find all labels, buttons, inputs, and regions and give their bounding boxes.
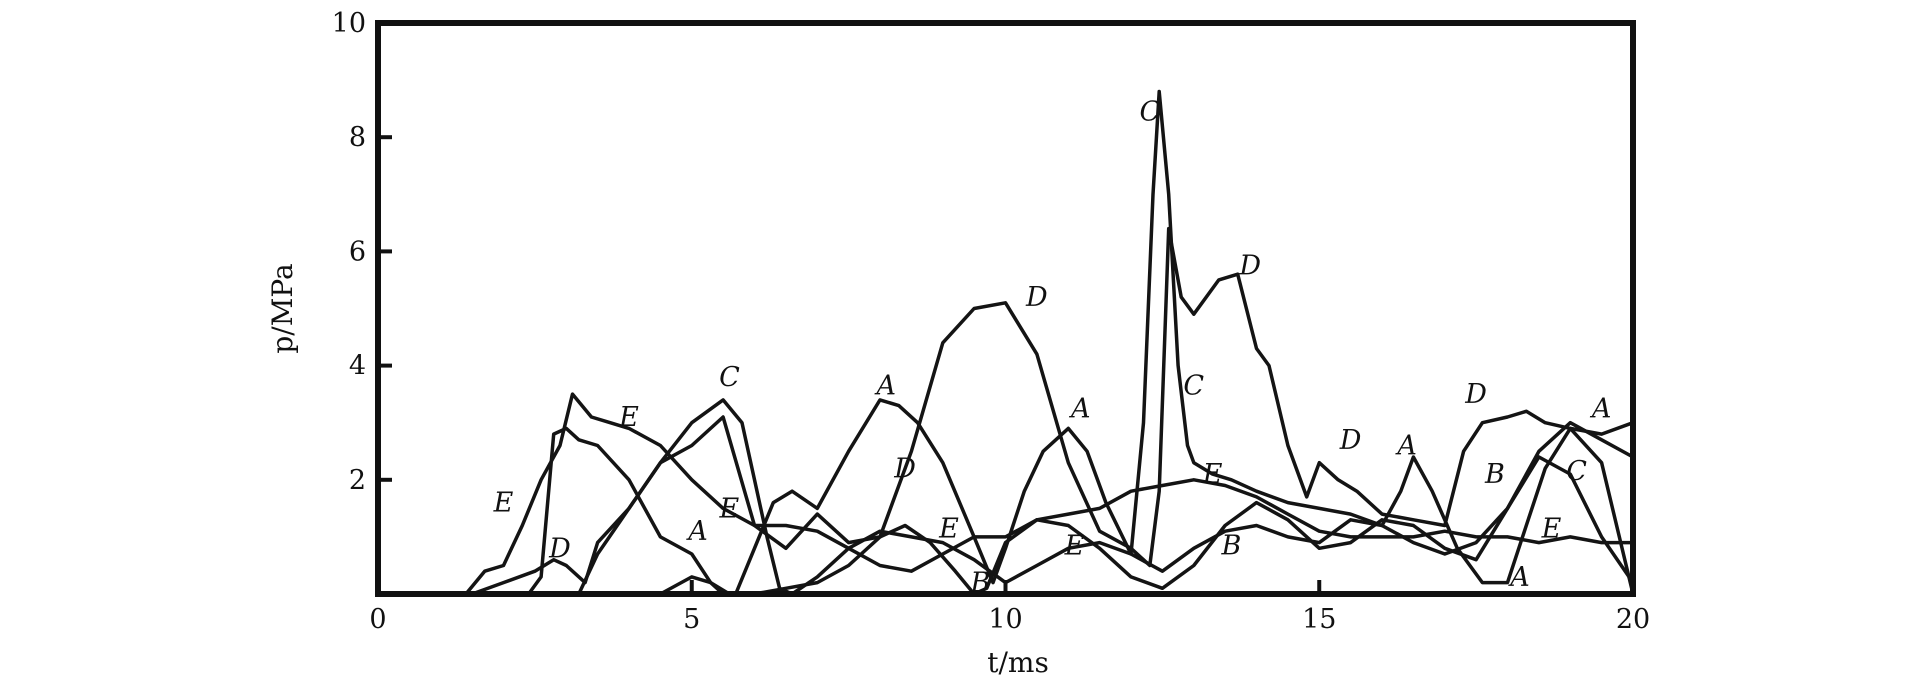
series-label-d: D (1339, 425, 1362, 456)
x-tick-label: 20 (1616, 604, 1650, 635)
y-tick-label: 8 (349, 122, 366, 153)
series-label-a: A (1068, 393, 1091, 424)
series-label-d: D (1464, 379, 1487, 410)
series-label-e: E (719, 493, 740, 524)
series-label-e: E (1541, 513, 1562, 544)
x-axis-title: t/ms (987, 646, 1049, 679)
x-tick-label: 10 (988, 604, 1022, 635)
series-label-e: E (938, 513, 959, 544)
y-tick-label: 10 (332, 8, 366, 39)
series-label-b: B (969, 568, 990, 599)
series-label-b: B (1220, 530, 1241, 561)
series-label-e: E (618, 402, 639, 433)
plot-frame (375, 20, 1636, 597)
series-label-a: A (1394, 431, 1417, 462)
y-tick-label: 4 (349, 351, 366, 382)
series-label-a: A (685, 516, 708, 547)
series-label-a: A (1507, 562, 1530, 593)
series-label-c: C (719, 362, 740, 393)
series-label-c: C (1183, 371, 1204, 402)
x-tick-label: 5 (683, 604, 700, 635)
series-label-d: D (893, 453, 916, 484)
x-tick-label: 0 (369, 604, 386, 635)
series-line-d (376, 226, 1635, 596)
x-tick-label: 15 (1302, 604, 1336, 635)
series-label-e: E (1202, 459, 1223, 490)
series-line-e (376, 392, 1635, 596)
series-label-d: D (1238, 251, 1261, 282)
y-tick-label: 2 (349, 465, 366, 496)
series-label-e: E (1064, 530, 1085, 561)
series-label-c: C (1139, 97, 1160, 128)
series-label-a: A (1589, 393, 1612, 424)
y-axis-title: p/MPa (266, 263, 299, 353)
series-layer (376, 89, 1635, 596)
series-label-b: B (1484, 459, 1505, 490)
series-label-a: A (874, 371, 897, 402)
series-label-e: E (493, 488, 514, 519)
y-tick-label: 6 (349, 236, 366, 267)
series-label-c: C (1566, 456, 1587, 487)
series-label-d: D (1025, 282, 1048, 313)
series-label-d: D (548, 533, 571, 564)
ticks-layer: 0 5 10 15 20 2 4 6 8 10 (332, 8, 1651, 635)
series-line-a (376, 398, 1635, 596)
